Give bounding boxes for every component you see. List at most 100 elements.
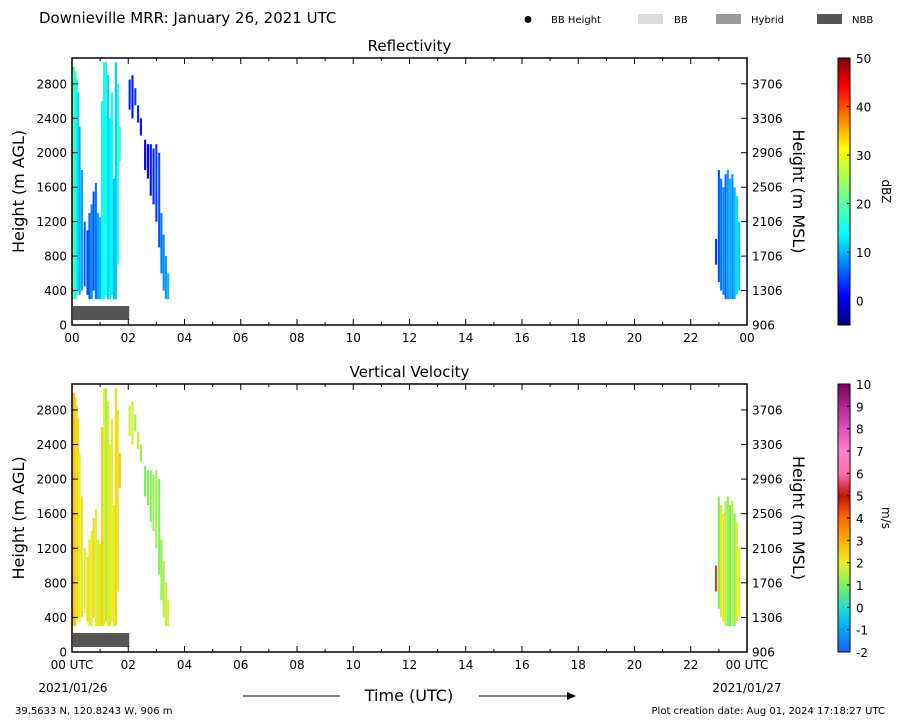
- velocity-data-column: [96, 539, 99, 627]
- reflectivity-data-column: [735, 195, 738, 295]
- velocity-data-column: [104, 388, 108, 622]
- velocity-y-tick-label-right: 3306: [752, 438, 783, 452]
- velocity-data-column: [86, 556, 89, 622]
- reflectivity-y-tick-label-right: 2106: [752, 215, 783, 229]
- legend-swatch-3: [817, 14, 842, 24]
- reflectivity-data-column: [86, 230, 89, 295]
- reflectivity-y-tick-label-right: 2506: [752, 181, 783, 195]
- reflectivity-data-column: [114, 62, 117, 300]
- velocity-data-column: [152, 474, 155, 531]
- velocity-data-column: [724, 500, 727, 627]
- reflectivity-data-column: [116, 83, 119, 265]
- reflectivity-y-tick-label-right: 3306: [752, 112, 783, 126]
- reflectivity-data-column: [158, 152, 161, 248]
- reflectivity-data-column: [144, 139, 147, 170]
- reflectivity-x-tick-label: 14: [458, 331, 473, 345]
- velocity-data-column: [167, 600, 170, 627]
- velocity-nbb-bar: [73, 633, 130, 647]
- legend-swatch-2: [716, 14, 741, 24]
- velocity-data-column: [94, 509, 97, 627]
- reflectivity-colorbar-tick-label: 0: [856, 295, 864, 309]
- velocity-data-column: [722, 513, 725, 622]
- reflectivity-data-column: [164, 256, 167, 300]
- reflectivity-data-column: [80, 169, 83, 291]
- reflectivity-data-column: [77, 92, 80, 291]
- velocity-y-tick-label: 2400: [36, 438, 67, 452]
- reflectivity-data-column: [733, 187, 736, 300]
- reflectivity-x-tick-label: 10: [346, 331, 361, 345]
- reflectivity-data-column: [726, 169, 729, 300]
- reflectivity-data-column: [94, 182, 97, 300]
- velocity-data-column: [164, 582, 167, 627]
- velocity-data-column: [72, 392, 76, 627]
- reflectivity-x-tick-label: 00: [64, 331, 79, 345]
- reflectivity-data-column: [78, 126, 81, 295]
- time-arrow-head: [567, 692, 576, 700]
- reflectivity-y-tick-label-right: 1706: [752, 250, 783, 264]
- velocity-data-column: [116, 409, 119, 592]
- velocity-data-column: [88, 539, 91, 627]
- velocity-data-column: [101, 427, 104, 627]
- velocity-colorbar-label: m/s: [879, 507, 893, 529]
- reflectivity-x-tick-label: 16: [514, 331, 529, 345]
- velocity-x-tick-label: 06: [233, 658, 248, 672]
- velocity-title: Vertical Velocity: [350, 363, 470, 381]
- reflectivity-data-column: [96, 213, 99, 300]
- velocity-data-column: [738, 548, 741, 618]
- velocity-data-column: [729, 505, 732, 627]
- velocity-y-tick-label: 2000: [36, 473, 67, 487]
- velocity-colorbar-tick-label: 7: [856, 445, 864, 459]
- reflectivity-data-column: [103, 62, 106, 300]
- reflectivity-x-tick-label: 18: [571, 331, 586, 345]
- reflectivity-data-column: [152, 148, 155, 205]
- velocity-data-column: [103, 388, 106, 627]
- velocity-data-column: [112, 505, 115, 627]
- velocity-y-tick-label: 0: [59, 646, 67, 660]
- velocity-y-tick-label: 800: [44, 576, 67, 590]
- velocity-data-column: [144, 466, 147, 497]
- reflectivity-plot-frame: [71, 57, 748, 326]
- velocity-y-tick-label-right: 2906: [752, 473, 783, 487]
- velocity-y-tick-label: 400: [44, 611, 67, 625]
- reflectivity-colorbar-label: dBZ: [879, 179, 893, 203]
- reflectivity-y-tick-label-right: 3706: [752, 77, 783, 91]
- reflectivity-data-column: [128, 79, 131, 110]
- velocity-data-column: [733, 513, 736, 627]
- velocity-data-column: [118, 453, 121, 488]
- velocity-y-tick-label-right: 2506: [752, 507, 783, 521]
- velocity-y-tick-label: 1200: [36, 542, 67, 556]
- velocity-data-column: [77, 418, 80, 618]
- velocity-y-tick-label-right: 1306: [752, 611, 783, 625]
- velocity-data-column: [158, 479, 161, 575]
- velocity-data-column: [715, 565, 718, 592]
- reflectivity-data-column: [738, 221, 741, 291]
- reflectivity-y-tick-label: 400: [44, 284, 67, 298]
- figure-title: Downieville MRR: January 26, 2021 UTC: [39, 9, 336, 27]
- time-axis-label: Time (UTC): [364, 686, 453, 705]
- velocity-x-tick-label: 08: [289, 658, 304, 672]
- reflectivity-x-tick-label: 22: [683, 331, 698, 345]
- reflectivity-x-tick-label: 02: [121, 331, 136, 345]
- velocity-data-column: [114, 388, 117, 627]
- reflectivity-x-tick-label: 00: [739, 331, 754, 345]
- reflectivity-data-column: [110, 92, 113, 295]
- velocity-colorbar-tick-label: 9: [856, 400, 864, 414]
- velocity-data-column: [160, 539, 163, 601]
- reflectivity-y-tick-label-right: 906: [752, 319, 775, 333]
- reflectivity-colorbar-tick-label: 40: [856, 101, 871, 115]
- velocity-x-tick-label: 00 UTC: [726, 658, 769, 672]
- velocity-x-tick-label: 10: [346, 658, 361, 672]
- velocity-data-column: [80, 496, 83, 618]
- velocity-y-tick-label: 1600: [36, 507, 67, 521]
- velocity-plot-frame: [71, 383, 748, 653]
- location-label: 39.5633 N, 120.8243 W, 906 m: [15, 706, 173, 717]
- velocity-x-tick-label: 18: [571, 658, 586, 672]
- reflectivity-data-column: [139, 118, 142, 136]
- velocity-x-tick-label: 04: [177, 658, 192, 672]
- end-date-label: 2021/01/27: [712, 681, 781, 695]
- reflectivity-data-column: [155, 144, 158, 222]
- velocity-data-column: [99, 543, 102, 627]
